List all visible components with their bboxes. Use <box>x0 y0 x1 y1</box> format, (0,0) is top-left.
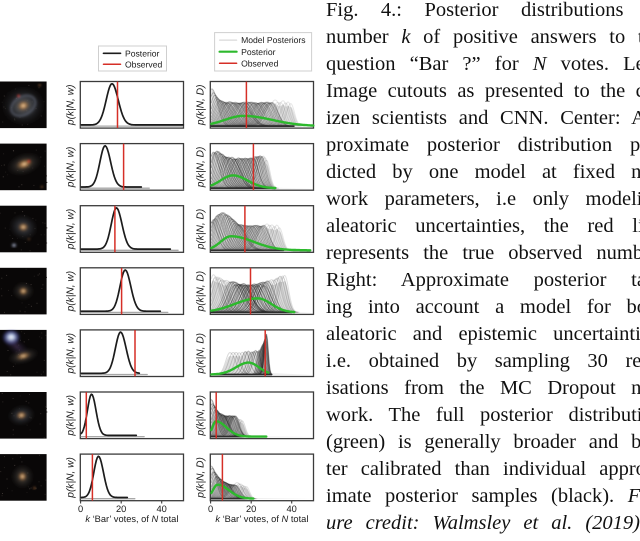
svg-text:Observed: Observed <box>125 59 162 69</box>
svg-text:Observed: Observed <box>241 58 278 68</box>
svg-text:p(k|N, w): p(k|N, w) <box>66 457 77 499</box>
svg-text:k ‘Bar’ votes, of N total: k ‘Bar’ votes, of N total <box>85 514 178 524</box>
svg-text:p(k|N, D): p(k|N, D) <box>196 333 207 375</box>
svg-text:p(k|N, w): p(k|N, w) <box>66 147 77 189</box>
svg-text:p(k|N, w): p(k|N, w) <box>66 333 77 375</box>
svg-text:p(k|N, D): p(k|N, D) <box>196 147 207 189</box>
svg-text:40: 40 <box>287 504 297 514</box>
svg-text:p(k|N, D): p(k|N, D) <box>196 271 207 313</box>
svg-text:0: 0 <box>208 504 213 514</box>
svg-text:p(k|N, D): p(k|N, D) <box>196 395 207 437</box>
svg-text:Posterior: Posterior <box>125 48 160 58</box>
svg-text:p(k|N, D): p(k|N, D) <box>196 85 207 127</box>
svg-text:p(k|N, w): p(k|N, w) <box>66 85 77 127</box>
svg-text:Model Posteriors: Model Posteriors <box>241 35 305 45</box>
svg-text:p(k|N, w): p(k|N, w) <box>66 271 77 313</box>
svg-text:p(k|N, w): p(k|N, w) <box>66 209 77 251</box>
svg-text:p(k|N, D): p(k|N, D) <box>196 209 207 251</box>
svg-text:p(k|N, w): p(k|N, w) <box>66 395 77 437</box>
svg-text:20: 20 <box>116 504 126 514</box>
svg-text:20: 20 <box>246 504 256 514</box>
svg-text:Posterior: Posterior <box>241 47 276 57</box>
svg-text:k ‘Bar’ votes, of N total: k ‘Bar’ votes, of N total <box>215 514 308 524</box>
svg-text:p(k|N, D): p(k|N, D) <box>196 457 207 499</box>
svg-text:40: 40 <box>157 504 167 514</box>
svg-text:0: 0 <box>78 504 83 514</box>
